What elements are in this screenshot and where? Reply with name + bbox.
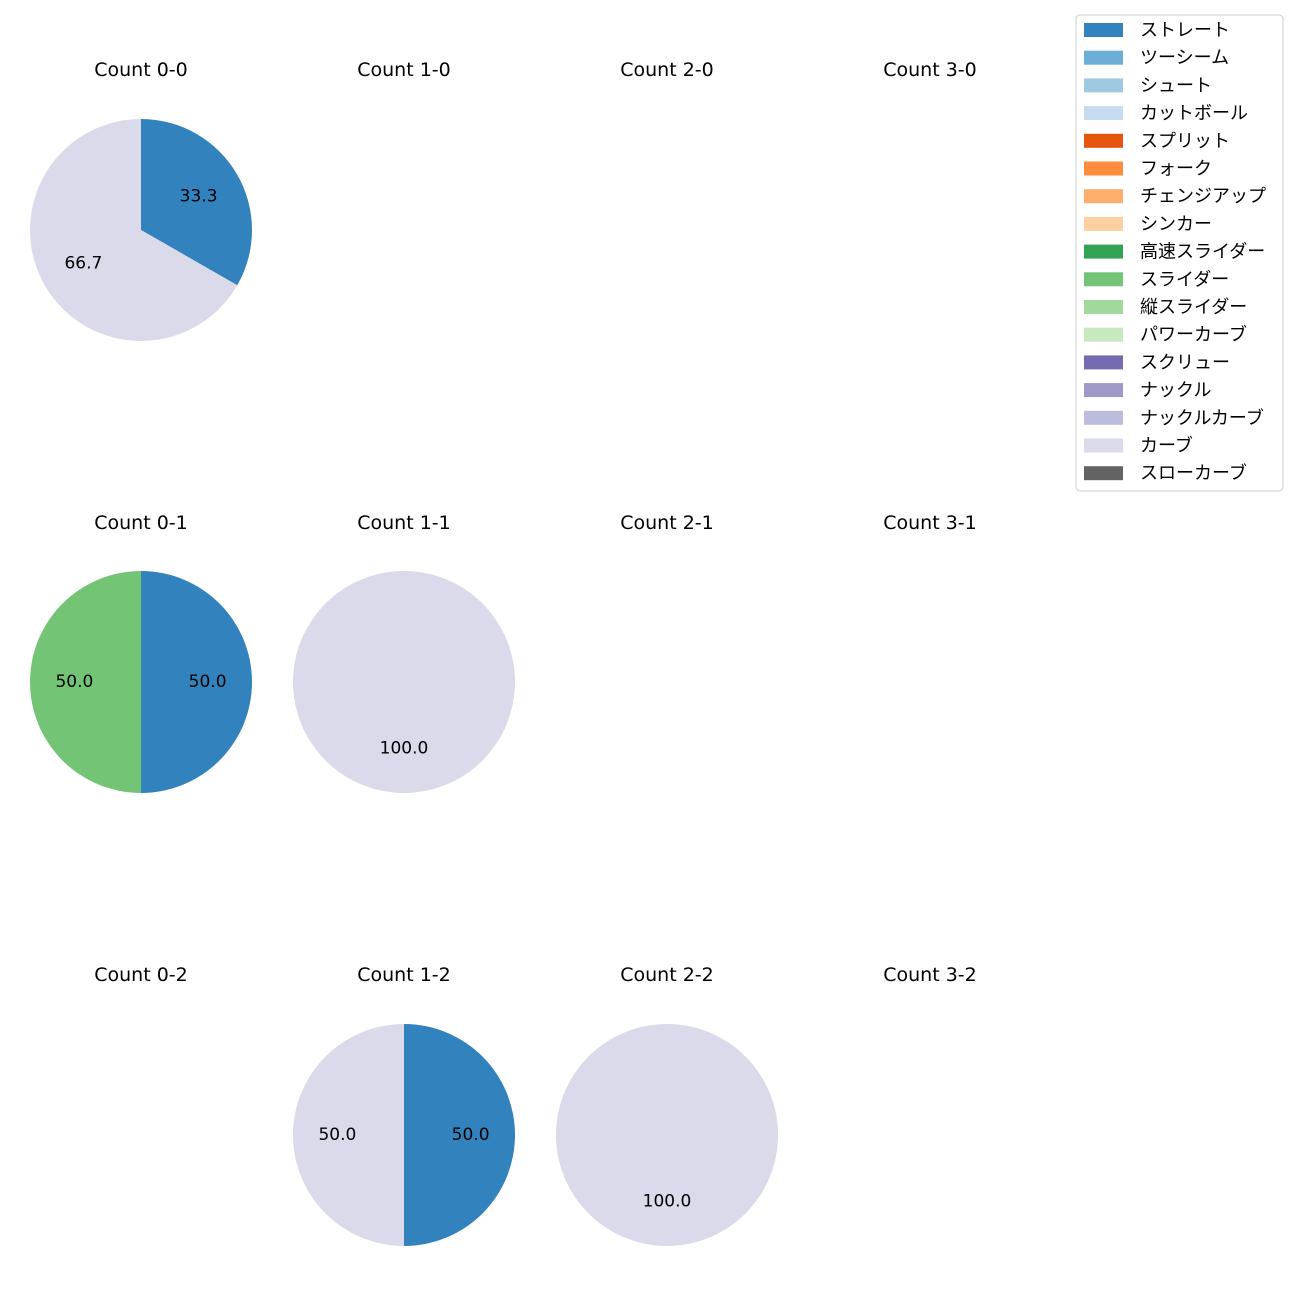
legend: ストレートツーシームシュートカットボールスプリットフォークチェンジアップシンカー… [1075,14,1284,492]
pie-panel-count-3-0: Count 3-0 [883,59,977,81]
pie-slice-count-1-1-0 [293,571,515,793]
legend-label: スプリット [1140,131,1230,152]
slice-label: 33.3 [180,187,218,207]
panel-title: Count 1-2 [357,964,451,986]
legend-label: フォーク [1140,159,1212,180]
legend-swatch [1084,300,1123,314]
pie-slice-count-2-2-0 [556,1024,778,1246]
panel-title: Count 0-1 [94,512,188,534]
panel-title: Count 3-1 [883,512,977,534]
legend-label: チェンジアップ [1140,186,1266,207]
pie-slice-count-0-1-1 [30,571,141,793]
legend-swatch [1084,355,1123,370]
legend-label: パワーカーブ [1140,324,1247,346]
pie-slice-count-0-0-0 [141,119,252,286]
legend-label: ナックル [1140,380,1211,401]
slice-label: 50.0 [189,672,227,692]
legend-swatch [1084,50,1123,65]
legend-label: ツーシーム [1140,48,1229,69]
legend-swatch [1084,23,1123,37]
legend-swatch [1084,133,1123,148]
panel-title: Count 1-0 [357,59,451,81]
legend-label: スローカーブ [1140,462,1247,484]
pie-panels: Count 0-0 33.3 66.7 Count 1-0 Count 2-0 Count… [29,59,977,1246]
pie-slice-count-1-2-0 [404,1024,515,1246]
legend-items: ストレートツーシームシュートカットボールスプリットフォークチェンジアップシンカー… [1084,20,1266,484]
panel-title: Count 2-2 [620,964,714,986]
pie-slice-count-0-0-1 [29,118,238,342]
pie-panel-count-3-2: Count 3-2 [883,964,977,986]
panel-title: Count 2-1 [620,512,714,534]
legend-label: カーブ [1140,435,1193,457]
slice-label: 50.0 [55,672,93,692]
slice-label: 100.0 [643,1192,692,1212]
legend-swatch [1084,410,1123,425]
legend-label: シュート [1140,75,1212,96]
panel-title: Count 1-1 [357,512,451,534]
legend-swatch [1084,383,1123,398]
legend-swatch [1084,272,1123,287]
legend-label: スクリュー [1140,352,1230,373]
legend-frame [1075,14,1284,492]
legend-label: シンカー [1140,214,1212,235]
panel-title: Count 0-0 [94,59,188,81]
legend-swatch [1084,161,1123,176]
panel-title: Count 2-0 [620,59,714,81]
pie-panel-count-1-0: Count 1-0 [357,59,451,81]
legend-swatch [1084,106,1123,121]
pie-slice-count-1-2-1 [293,1024,404,1246]
pie-panel-count-1-2: Count 1-2 50.0 50.0 [293,964,515,1246]
panel-title: Count 0-2 [94,964,188,986]
panel-title: Count 3-0 [883,59,977,81]
pie-panel-count-2-2: Count 2-2 100.0 [556,964,778,1246]
slice-label: 50.0 [318,1125,356,1145]
pie-panel-count-0-0: Count 0-0 33.3 66.7 [29,59,252,342]
legend-swatch [1084,244,1123,259]
pie-panel-count-0-1: Count 0-1 50.0 50.0 [30,512,252,793]
pie-slice-count-0-1-0 [141,571,252,793]
pie-panel-count-2-0: Count 2-0 [620,59,714,81]
legend-label: ストレート [1140,20,1230,41]
slice-label: 50.0 [452,1125,490,1145]
legend-swatch [1084,466,1123,481]
slice-label: 66.7 [64,253,102,273]
legend-swatch [1084,327,1123,342]
legend-label: 高速スライダー [1140,242,1265,263]
slice-label: 100.0 [380,739,429,759]
legend-label: 縦スライダー [1140,297,1247,318]
pie-panel-count-1-1: Count 1-1 100.0 [293,512,515,793]
pie-panel-count-3-1: Count 3-1 [883,512,977,534]
legend-swatch [1084,438,1123,453]
pie-panel-count-2-1: Count 2-1 [620,512,714,534]
legend-swatch [1084,189,1123,204]
legend-label: スライダー [1140,269,1229,290]
legend-swatch [1084,78,1123,93]
legend-swatch [1084,216,1123,231]
legend-label: ナックルカーブ [1140,407,1264,429]
pie-panel-count-0-2: Count 0-2 [94,964,188,986]
panel-title: Count 3-2 [883,964,977,986]
legend-label: カットボール [1140,103,1248,124]
